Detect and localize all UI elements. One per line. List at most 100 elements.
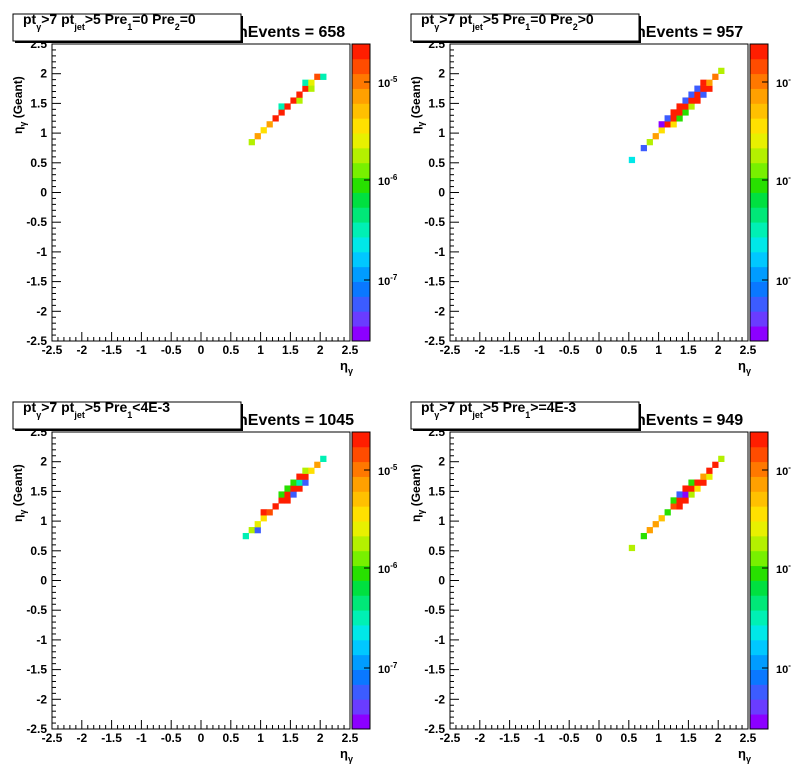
heatmap-cell: [694, 485, 701, 492]
heatmap-cell: [676, 109, 683, 116]
y-tick-label: 0: [40, 574, 47, 588]
x-tick-label: 0.5: [620, 731, 637, 745]
heatmap-cell: [664, 115, 671, 122]
y-tick-label: 1: [438, 126, 445, 140]
heatmap-cell: [628, 156, 636, 164]
y-tick-label: -2: [36, 304, 47, 318]
color-bar-segment: [750, 326, 768, 342]
x-tick-label: -2.5: [42, 343, 63, 357]
x-tick-label: -0.5: [161, 731, 182, 745]
x-tick-label: 1.5: [282, 343, 299, 357]
heatmap-cell: [308, 467, 315, 474]
heatmap-cell: [676, 503, 683, 510]
color-bar-segment: [352, 58, 370, 75]
heatmap-cell: [272, 115, 279, 122]
x-tick-label: -2.5: [440, 343, 461, 357]
heatmap-cell: [676, 491, 683, 498]
color-bar-segment: [352, 610, 370, 626]
x-tick-label: -2.5: [440, 731, 461, 745]
color-bar-segment: [352, 506, 370, 522]
y-tick-label: -1.5: [424, 663, 445, 677]
heatmap-cell: [718, 455, 725, 462]
x-axis-label: ηγ: [340, 746, 353, 764]
chart-panel-3: -2.5 -2 -1.5 -1 -0.5 0 0.5 1 1.5 2 2.5 -2.5 -2 -1.5 -1…: [11, 399, 398, 764]
color-bar-segment: [750, 714, 768, 730]
color-bar-segment: [750, 192, 768, 208]
color-bar-segment: [750, 162, 768, 179]
y-tick-label: 0: [438, 574, 445, 588]
x-tick-label: 2: [317, 731, 324, 745]
x-tick-label: 0: [198, 731, 205, 745]
color-bar-segment: [352, 625, 370, 641]
color-bar-segment: [352, 446, 370, 463]
heatmap-cell: [688, 485, 695, 492]
x-tick-label: 1: [655, 343, 662, 357]
title-box: ptγ>7 ptjet>5 Pre1=0 Pre2=0: [12, 11, 243, 43]
color-bar-segment: [352, 476, 370, 492]
y-axis-label: ηγ (Geant): [409, 464, 426, 522]
y-axis-label: ηγ (Geant): [11, 464, 28, 522]
heatmap-cell: [682, 109, 689, 116]
y-tick-label: 0.5: [428, 156, 445, 170]
heatmap-cell: [320, 455, 327, 462]
x-tick-label: -2: [76, 731, 87, 745]
heatmap-cell: [688, 97, 695, 104]
heatmap-cell: [314, 73, 321, 80]
y-tick-label: 1: [40, 126, 47, 140]
y-tick-label: -2.5: [26, 722, 47, 736]
x-tick-label: 0: [596, 343, 603, 357]
heatmap-cell: [254, 133, 261, 140]
color-bar-segment: [352, 432, 370, 448]
color-bar-segment: [750, 88, 768, 104]
color-bar-segment: [352, 699, 370, 715]
heatmap-cell: [700, 473, 707, 480]
color-bar-segment: [352, 714, 370, 730]
heatmap-cells: [248, 73, 327, 146]
y-tick-label: -0.5: [424, 603, 445, 617]
heatmap-cell: [320, 73, 327, 80]
color-bar-segment: [750, 580, 768, 596]
x-tick-label: -1: [534, 343, 545, 357]
heatmap-cell: [266, 509, 273, 516]
x-tick-label: -1: [136, 731, 147, 745]
heatmap-cell: [296, 97, 303, 104]
heatmap-cell: [308, 79, 315, 86]
color-bar-segment: [750, 281, 768, 297]
color-bar-segment: [352, 311, 370, 327]
heatmap-cell: [302, 85, 309, 92]
y-tick-label: -1: [434, 245, 445, 259]
y-tick-label: -2.5: [424, 334, 445, 348]
color-bar-segment: [750, 222, 768, 238]
panel-title: ptγ>7 ptjet>5 Pre1<4E-3: [23, 399, 170, 420]
color-bar-segment: [352, 565, 370, 581]
x-tick-label: 0: [198, 343, 205, 357]
x-tick-label: -1.5: [101, 731, 122, 745]
color-bar-frame: [749, 431, 769, 730]
color-bar-label: 10-: [776, 75, 791, 90]
x-axis-label: ηγ: [738, 358, 751, 376]
color-bar-segment: [750, 133, 768, 149]
color-bar-segment: [750, 432, 768, 448]
y-tick-label: 1.5: [428, 96, 445, 110]
heatmap-cell: [652, 133, 659, 140]
x-tick-label: -2.5: [42, 731, 63, 745]
color-bar-segment: [750, 491, 768, 507]
heatmap-cell: [676, 103, 683, 110]
chart-panel-1: -2.5 -2 -1.5 -1 -0.5 0 0.5 1 1.5 2 2.5 -2.5 -2 -1.5 -1…: [11, 11, 398, 376]
heatmap-cell: [278, 497, 285, 504]
color-bar-segment: [352, 535, 370, 552]
color-bar-segment: [352, 550, 370, 567]
color-bar-frame: [351, 431, 371, 730]
heatmap-cell: [290, 485, 297, 492]
title-box-shadow-bottom: [413, 41, 641, 43]
heatmap-cell: [266, 121, 273, 128]
title-box-shadow-right: [241, 404, 243, 431]
heatmap-cell: [302, 467, 309, 474]
y-tick-label: 0.5: [428, 544, 445, 558]
heatmap-cell: [284, 491, 291, 498]
panel-title: ptγ>7 ptjet>5 Pre1=0 Pre2>0: [421, 11, 594, 32]
x-tick-label: 1: [655, 731, 662, 745]
color-bar-segment: [750, 296, 768, 312]
heatmap-cell: [296, 473, 303, 480]
